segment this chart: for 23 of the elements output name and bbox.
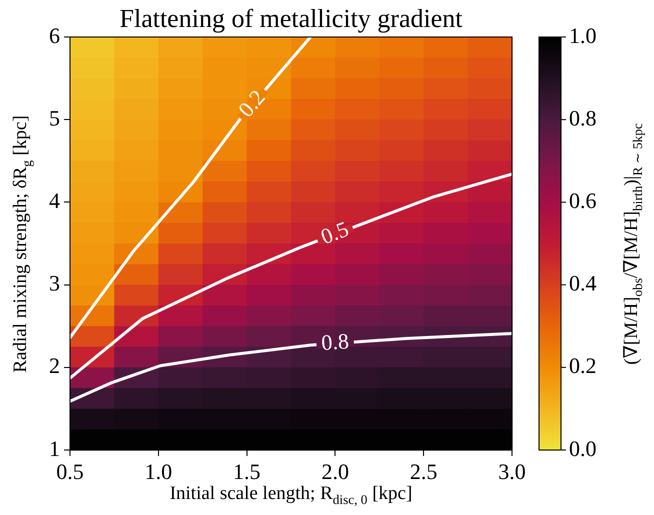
color-bar-label: 0.2 — [569, 353, 596, 378]
x-tick-label: 2.5 — [410, 458, 438, 484]
y-tick-label: 6 — [49, 22, 60, 48]
text: 0.5 — [317, 216, 352, 250]
color-bar-label: 0.0 — [569, 436, 596, 461]
x-tick-label: 1.5 — [233, 458, 261, 484]
color-bar-label: 0.6 — [569, 188, 596, 213]
x-axis-title: Initial scale length; R$_{disc, 0}$ [kpc] — [170, 483, 412, 507]
y-tick-label: 1 — [49, 436, 60, 461]
color-bar-label: 0.4 — [569, 270, 596, 296]
chart-title: Flattening of metallicity gradient — [120, 4, 462, 33]
x-tick-label: 0.5 — [56, 458, 84, 484]
y-tick-label: 4 — [49, 188, 60, 213]
x-tick-label: 2.0 — [321, 458, 349, 484]
y-tick-label: 5 — [49, 105, 60, 130]
y-tick-label: 2 — [49, 353, 60, 378]
x-tick-label: 3.0 — [498, 458, 526, 484]
x-tick-label: 1.0 — [144, 458, 172, 484]
color-bar-label: 1.0 — [569, 22, 596, 48]
series-label: 0.8 — [320, 328, 350, 356]
text: 0.2 — [233, 84, 270, 122]
color-bar-label: 0.8 — [569, 105, 596, 130]
y-tick-label: 3 — [49, 270, 60, 296]
